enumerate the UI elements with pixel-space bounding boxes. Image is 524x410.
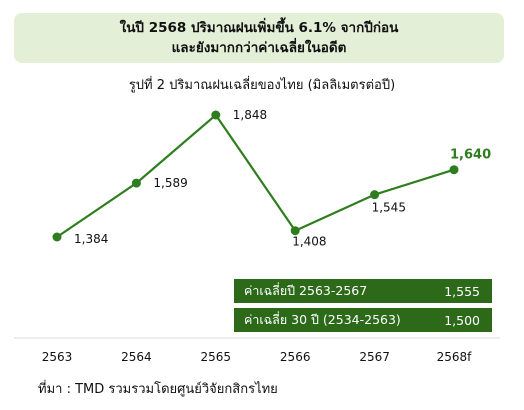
chart-title: รูปที่ 2 ปริมาณฝนเฉลี่ยของไทย (มิลลิเมตร… xyxy=(128,78,396,93)
x-tick-2568f: 2568f xyxy=(437,350,473,364)
stat-value-30yr: 1,500 xyxy=(444,312,480,328)
data-label-2563: 1,384 xyxy=(74,232,108,246)
data-point-2566 xyxy=(290,226,300,236)
x-tick-2564: 2564 xyxy=(121,350,152,364)
data-point-2568f xyxy=(449,165,459,175)
stat-box-5yr-average: ค่าเฉลี่ยปี 2563-2567 1,555 xyxy=(234,279,492,303)
x-axis-ticks: 2563 2564 2565 2566 2567 2568f xyxy=(42,350,472,364)
series-line xyxy=(56,113,455,238)
x-tick-2563: 2563 xyxy=(42,350,73,364)
data-labels: 1,384 1,589 1,848 1,408 1,545 1,640 xyxy=(74,108,491,249)
data-label-2567: 1,545 xyxy=(372,201,406,215)
data-points xyxy=(52,110,459,242)
data-point-2567 xyxy=(370,190,380,200)
stat-label-5yr: ค่าเฉลี่ยปี 2563-2567 xyxy=(244,283,368,298)
data-point-2563 xyxy=(52,232,62,242)
data-label-2566: 1,408 xyxy=(292,235,326,249)
stat-label-30yr: ค่าเฉลี่ย 30 ปี (2534-2563) xyxy=(244,312,401,327)
data-point-2564 xyxy=(131,178,141,188)
stat-value-5yr: 1,555 xyxy=(444,283,480,299)
data-label-2568f: 1,640 xyxy=(450,148,491,163)
stat-box-30yr-average: ค่าเฉลี่ย 30 ปี (2534-2563) 1,500 xyxy=(234,308,492,332)
headline-banner: ในปี 2568 ปริมาณฝนเพิ่มขึ้น 6.1% จากปีก่… xyxy=(14,13,504,63)
headline-line-1: ในปี 2568 ปริมาณฝนเพิ่มขึ้น 6.1% จากปีก่… xyxy=(119,20,399,36)
x-tick-2567: 2567 xyxy=(359,350,390,364)
data-label-2565: 1,848 xyxy=(233,108,267,122)
headline-line-2: และยังมากกว่าค่าเฉลี่ยในอดีต xyxy=(171,40,347,56)
source-note: ที่มา : TMD รวมรวมโดยศูนย์วิจัยกสิกรไทย xyxy=(38,382,278,397)
data-label-2564: 1,589 xyxy=(153,176,187,190)
x-tick-2565: 2565 xyxy=(201,350,232,364)
x-tick-2566: 2566 xyxy=(280,350,311,364)
data-point-2565 xyxy=(211,110,221,120)
